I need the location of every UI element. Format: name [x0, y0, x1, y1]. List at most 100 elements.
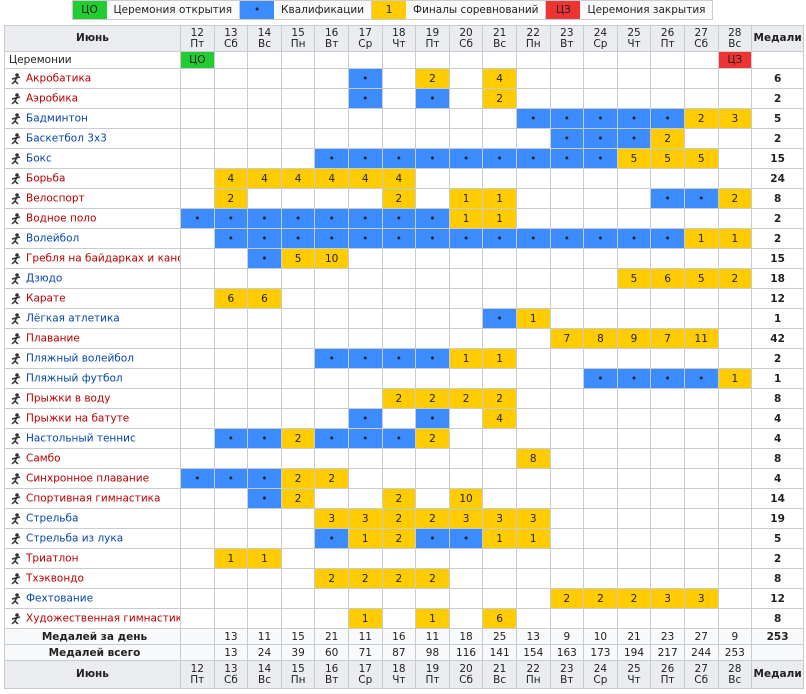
medal-count: 8: [751, 188, 805, 209]
medal-count: [751, 51, 805, 69]
legend-item: 1 Финалы соревнований: [371, 0, 547, 20]
sport-icon: [11, 493, 21, 505]
empty-cell: [650, 528, 685, 549]
sport-name: Волейбол: [4, 228, 181, 249]
empty-cell: [448, 328, 484, 349]
empty-cell: [717, 208, 753, 229]
medal-count: 8: [751, 568, 805, 589]
empty-cell: [347, 108, 383, 129]
empty-cell: [616, 248, 652, 269]
day-date: 12: [190, 26, 204, 39]
sport-row: Плавание 7 8 9 7 11 42: [4, 328, 805, 349]
empty-cell: [616, 568, 652, 589]
event-cell: 1: [448, 208, 484, 229]
sport-label: Стрельба: [26, 512, 79, 525]
count-cell: 9: [549, 628, 585, 645]
sport-name: Баскетбол 3x3: [4, 128, 181, 149]
sport-name: Пляжный волейбол: [4, 348, 181, 369]
sport-name: Гребля на байдарках и каноэ: [4, 248, 181, 269]
empty-cell: [583, 548, 618, 569]
event-cell: 4: [347, 168, 383, 189]
count-cell: 25: [482, 628, 517, 645]
day-date: 21: [492, 26, 507, 39]
sport-name: Художественная гимнастика: [4, 608, 181, 629]
empty-cell: [314, 588, 349, 609]
empty-cell: [717, 288, 753, 309]
day-weekday: Ср: [358, 37, 373, 50]
event-cell: 1: [213, 548, 249, 569]
empty-cell: [213, 388, 249, 409]
sport-name: Синхронное плавание: [4, 468, 181, 489]
day-date: 20: [459, 662, 473, 675]
empty-cell: [549, 348, 585, 369]
event-cell: 10: [314, 248, 349, 269]
event-cell: •: [213, 468, 249, 489]
event-cell: 11: [683, 328, 719, 349]
event-cell: 2: [482, 388, 517, 409]
empty-cell: [347, 368, 383, 389]
header-day: 17 Ср: [347, 25, 383, 52]
empty-cell: [381, 328, 417, 349]
day-date: 15: [291, 662, 305, 675]
empty-cell: [381, 268, 417, 289]
day-weekday: Вт: [325, 37, 339, 50]
empty-cell: [616, 488, 652, 509]
empty-cell: [650, 488, 685, 509]
empty-cell: [583, 428, 618, 449]
empty-cell: [280, 388, 316, 409]
empty-cell: [180, 288, 215, 309]
sport-row: Бадминтон • • • • • 2 3 5: [4, 108, 805, 129]
empty-cell: [280, 568, 316, 589]
empty-cell: [415, 168, 450, 189]
empty-cell: [448, 608, 484, 629]
count-cell: 39: [280, 644, 316, 661]
empty-cell: [448, 308, 484, 329]
empty-cell: [717, 608, 753, 629]
empty-cell: [717, 448, 753, 469]
event-cell: 4: [247, 168, 282, 189]
header-month: Июнь: [4, 660, 181, 689]
empty-cell: [717, 428, 753, 449]
event-cell: 4: [482, 68, 517, 89]
empty-cell: [280, 528, 316, 549]
count-cell: 141: [482, 644, 517, 661]
event-cell: 1: [448, 188, 484, 209]
day-weekday: Вс: [493, 673, 507, 686]
empty-cell: [650, 568, 685, 589]
empty-cell: [683, 248, 719, 269]
empty-cell: [180, 348, 215, 369]
sport-name: Стрельба: [4, 508, 181, 529]
count-cell: 163: [549, 644, 585, 661]
sport-icon: [11, 613, 21, 625]
empty-cell: [347, 248, 383, 269]
event-cell: •: [650, 368, 685, 389]
empty-cell: [717, 548, 753, 569]
count-cell: 244: [683, 644, 719, 661]
sport-icon: [11, 213, 21, 225]
empty-cell: [717, 408, 753, 429]
header-day: 15 Пн: [280, 660, 316, 689]
count-cell: 253: [717, 644, 753, 661]
count-cell: 11: [415, 628, 450, 645]
event-cell: 2: [381, 388, 417, 409]
empty-cell: [482, 128, 517, 149]
sport-icon: [11, 173, 21, 185]
event-cell: •: [415, 228, 450, 249]
empty-cell: [515, 68, 551, 89]
empty-cell: [515, 408, 551, 429]
sport-icon: [11, 293, 21, 305]
empty-cell: [650, 428, 685, 449]
empty-cell: [549, 608, 585, 629]
event-cell: •: [415, 208, 450, 229]
empty-cell: [314, 388, 349, 409]
empty-cell: [347, 548, 383, 569]
event-cell: 2: [717, 268, 753, 289]
empty-cell: [314, 288, 349, 309]
empty-cell: [583, 88, 618, 109]
header-day: 18 Чт: [381, 660, 417, 689]
event-cell: 3: [448, 508, 484, 529]
day-weekday: Ср: [358, 673, 373, 686]
sport-row: Стрельба из лука • 1 2 • • 1 1 5: [4, 528, 805, 549]
medal-count: 4: [751, 408, 805, 429]
